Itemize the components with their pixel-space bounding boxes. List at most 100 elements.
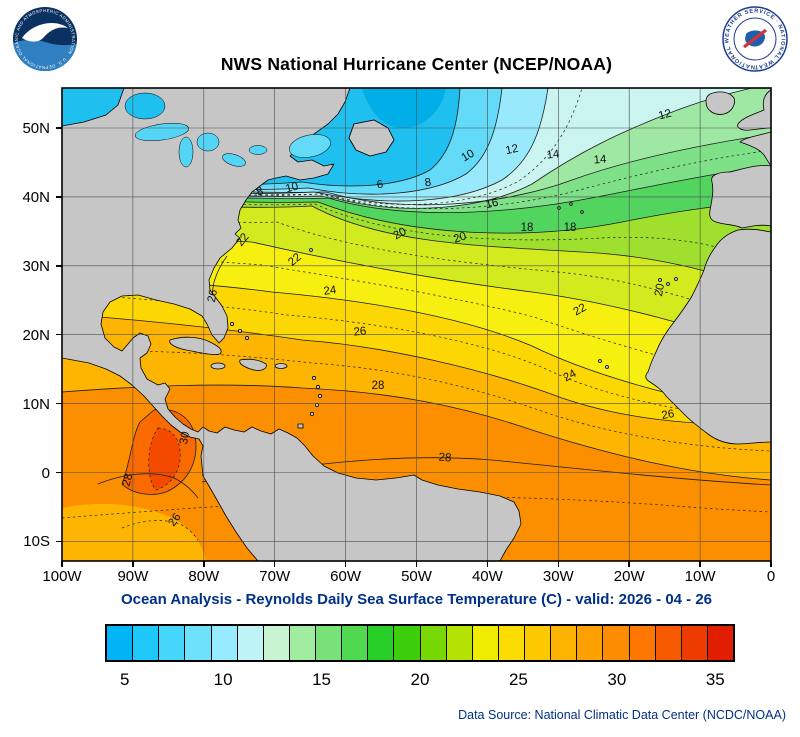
colorbar-segment	[368, 626, 395, 660]
lat-tick-mark	[56, 333, 62, 336]
lon-tick-mark	[699, 561, 701, 567]
land-cuba	[169, 336, 222, 355]
lon-tick-label: 100W	[42, 568, 82, 585]
colorbar-segment	[446, 626, 473, 660]
colorbar-segment	[551, 626, 578, 660]
colorbar-segment	[472, 626, 499, 660]
colorbar-tick-label: 15	[312, 670, 332, 689]
lat-tick-mark	[56, 540, 62, 543]
lake-erie	[222, 153, 246, 167]
colorbar-segment	[603, 626, 630, 660]
map-caption: Ocean Analysis - Reynolds Daily Sea Surf…	[120, 591, 713, 608]
lat-tick-label: 30N	[22, 257, 50, 275]
land-canary-islands	[666, 282, 670, 286]
land-bermuda	[309, 248, 313, 252]
colorbar-segment	[577, 626, 604, 660]
noaa-logo: NATIONAL OCEANIC AND ATMOSPHERIC ADMINIS…	[12, 6, 77, 71]
land-cape-verde	[598, 359, 602, 363]
colorbar-segment	[159, 626, 186, 660]
lon-tick-label: 50W	[401, 568, 432, 585]
lon-tick-mark	[344, 561, 347, 567]
lon-tick-mark	[132, 561, 134, 567]
colorbar-segment	[133, 626, 160, 660]
colorbar-segment	[107, 626, 134, 660]
colorbar-tick-label: 10	[213, 670, 233, 689]
lon-tick-label: 70W	[259, 568, 291, 585]
colorbar-segment	[655, 626, 682, 660]
lon-tick-mark	[486, 561, 489, 567]
land-britain	[737, 89, 771, 131]
colorbar-segment	[289, 626, 316, 660]
colorbar-tick-label: 5	[119, 670, 130, 689]
lat-tick-mark	[56, 402, 62, 405]
land-antilles	[317, 393, 323, 399]
colorbar-tick-label: 20	[410, 670, 430, 689]
lon-tick-label: 30W	[542, 568, 574, 585]
gulf-of-st-lawrence	[289, 134, 331, 158]
lon-tick-label: 60W	[330, 568, 362, 585]
lon-tick-mark	[770, 561, 772, 567]
colorbar-segment	[394, 626, 421, 660]
noaa-logo-ocean	[13, 39, 77, 71]
colorbar-tick-label: 30	[607, 670, 627, 689]
land-bahamas	[229, 321, 234, 326]
inland-waters	[124, 92, 331, 168]
land-hispaniola	[239, 358, 267, 371]
land-canary-islands	[658, 278, 662, 282]
lat-tick-label: 50N	[22, 120, 50, 137]
ocean-band-under-4	[362, 88, 446, 128]
lat-tick-mark	[56, 127, 62, 129]
colorbar-segment	[707, 626, 733, 660]
colorbar-tick-label: 35	[705, 670, 725, 689]
land-antilles	[311, 375, 317, 381]
lon-tick-mark	[628, 561, 630, 567]
grid-lines	[62, 88, 771, 561]
nws-logo-red-slash-icon	[743, 28, 767, 49]
land-cape-verde	[605, 365, 609, 369]
land-newfoundland-top	[348, 119, 395, 157]
lon-tick-mark	[203, 561, 205, 567]
colorbar-segment	[342, 626, 369, 660]
colorbar-segment	[629, 626, 656, 660]
lat-tick-mark	[56, 265, 62, 267]
lon-tick-mark	[415, 561, 418, 567]
land-americas	[62, 88, 522, 561]
sst-map: 8 10 6 8 10 12 14 14 12 16 18 18 20 20 22 22 26 24 22 20 26 2…	[54, 80, 779, 577]
lon-tick-label: 90W	[117, 568, 149, 585]
land-antilles	[314, 402, 320, 408]
land-puerto-rico	[274, 363, 288, 369]
colorbar-segment	[237, 626, 264, 660]
lon-tick-label: 0	[766, 568, 776, 585]
james-bay	[124, 92, 166, 120]
colorbar-segment	[185, 626, 212, 660]
lat-tick-label: 20N	[22, 326, 50, 344]
page-title: NWS National Hurricane Center (NCEP/NOAA…	[220, 54, 613, 74]
ocean-band-pacific-26-28	[62, 503, 206, 561]
lon-tick-label: 10W	[684, 568, 716, 585]
land-trinidad	[297, 423, 304, 429]
data-source-text: Data Source: National Climatic Data Cent…	[458, 708, 786, 722]
lat-tick-mark	[56, 471, 62, 474]
lon-tick-mark	[273, 561, 276, 567]
lon-tick-label: 20W	[613, 568, 645, 585]
land-france	[739, 131, 771, 167]
land-jamaica	[210, 362, 226, 370]
land-azores	[580, 210, 584, 214]
colorbar-segment	[525, 626, 552, 660]
lon-tick-mark	[61, 561, 63, 567]
colorbar-tick-label: 25	[508, 670, 528, 689]
sst-map-canvas	[61, 87, 772, 562]
colorbar-segment	[211, 626, 238, 660]
lat-tick-mark	[56, 196, 62, 198]
land-ireland	[705, 91, 735, 115]
land-azores	[569, 202, 573, 206]
colorbar	[105, 624, 735, 662]
lon-tick-mark	[557, 561, 560, 567]
land-africa	[645, 228, 771, 445]
lon-tick-label: 40W	[471, 568, 503, 585]
lake-huron	[196, 132, 220, 152]
noaa-logo-bird-icon	[22, 23, 68, 42]
lat-tick-label: 10S	[23, 533, 50, 551]
colorbar-segment	[681, 626, 708, 660]
lat-tick-label: 10N	[22, 395, 50, 413]
